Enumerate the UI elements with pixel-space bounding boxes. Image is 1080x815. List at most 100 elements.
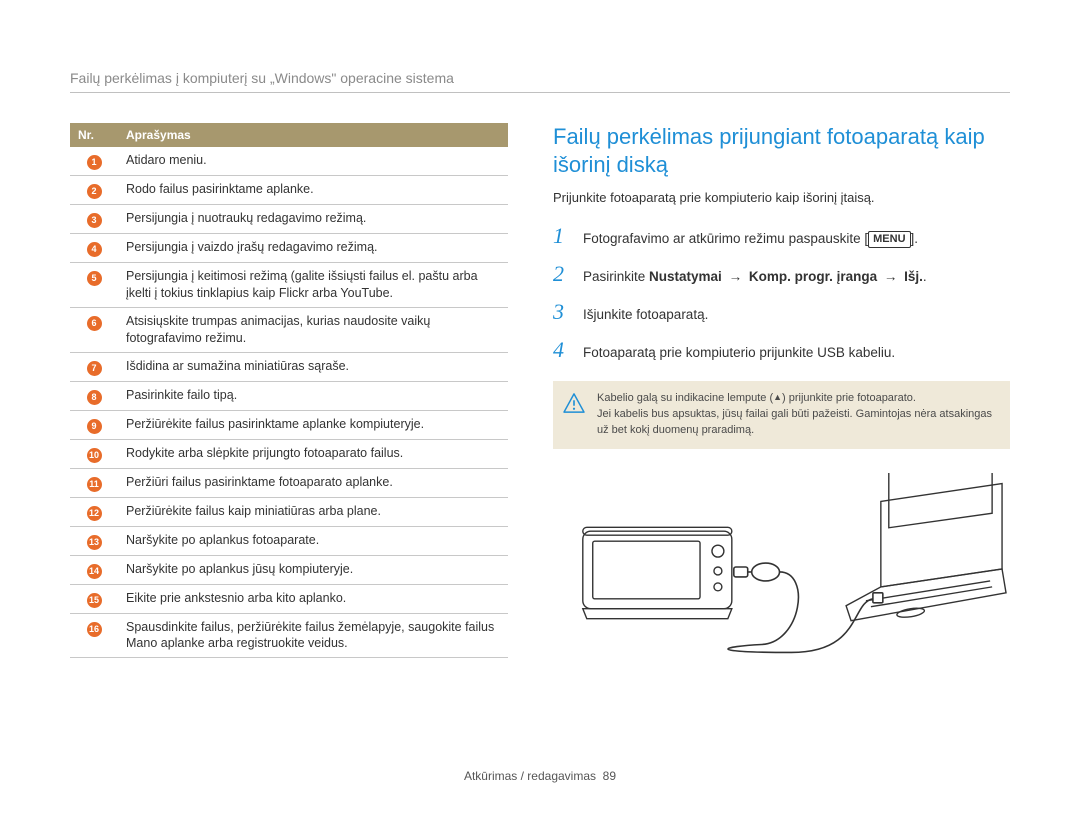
row-number-cell: 11 [70,468,118,497]
left-column: Nr. Aprašymas 1 Atidaro meniu. 2 Rodo failu… [70,123,508,668]
warning-line2: Jei kabelis bus apsuktas, jūsų failai ga… [597,407,998,439]
row-number-cell: 13 [70,526,118,555]
row-number-cell: 12 [70,497,118,526]
table-row: 7 Išdidina ar sumažina miniatiūras sąraše… [70,352,508,381]
table-row: 13 Naršykite po aplankus fotoaparate. [70,526,508,555]
number-circle-icon: 5 [87,271,102,286]
step-1: 1 Fotografavimo ar atkūrimo režimu paspa… [553,223,1010,249]
table-row: 14 Naršykite po aplankus jūsų kompiuteryj… [70,555,508,584]
page-footer: Atkūrimas / redagavimas 89 [0,769,1080,783]
number-circle-icon: 10 [87,448,102,463]
warning-box: Kabelio galą su indikacine lempute (▲) p… [553,381,1010,449]
steps-list: 1 Fotografavimo ar atkūrimo režimu paspa… [553,223,1010,363]
table-row: 4 Persijungia į vaizdo įrašų redagavimo r… [70,234,508,263]
row-desc-cell: Rodo failus pasirinktame aplanke. [118,176,508,205]
row-desc-cell: Pasirinkite failo tipą. [118,381,508,410]
row-number-cell: 6 [70,307,118,352]
table-row: 2 Rodo failus pasirinktame aplanke. [70,176,508,205]
row-desc-cell: Naršykite po aplankus jūsų kompiuteryje. [118,555,508,584]
number-circle-icon: 4 [87,242,102,257]
step-number: 1 [553,223,571,249]
breadcrumb: Failų perkėlimas į kompiuterį su „Window… [70,70,1010,93]
step-3: 3 Išjunkite fotoaparatą. [553,299,1010,325]
step2-post: . [923,269,927,284]
table-row: 5 Persijungia į keitimosi režimą (galite … [70,263,508,308]
row-number-cell: 4 [70,234,118,263]
row-desc-cell: Išdidina ar sumažina miniatiūras sąraše. [118,352,508,381]
row-desc-cell: Persijungia į keitimosi režimą (galite i… [118,263,508,308]
step-number: 4 [553,337,571,363]
row-desc-cell: Atsisiųskite trumpas animacijas, kurias … [118,307,508,352]
table-row: 16 Spausdinkite failus, peržiūrėkite fail… [70,613,508,658]
row-number-cell: 1 [70,147,118,176]
step2-pre: Pasirinkite [583,269,649,284]
step1-pre: Fotografavimo ar atkūrimo režimu paspaus… [583,231,868,246]
table-row: 8 Pasirinkite failo tipą. [70,381,508,410]
number-circle-icon: 14 [87,564,102,579]
th-desc: Aprašymas [118,123,508,147]
th-nr: Nr. [70,123,118,147]
number-circle-icon: 7 [87,361,102,376]
arrow-icon: → [725,269,746,284]
row-desc-cell: Atidaro meniu. [118,147,508,176]
number-circle-icon: 1 [87,155,102,170]
step-number: 2 [553,261,571,287]
row-desc-cell: Persijungia į nuotraukų redagavimo režim… [118,205,508,234]
table-row: 3 Persijungia į nuotraukų redagavimo reži… [70,205,508,234]
number-circle-icon: 8 [87,390,102,405]
row-number-cell: 2 [70,176,118,205]
row-desc-cell: Peržiūri failus pasirinktame fotoaparato… [118,468,508,497]
step-text: Išjunkite fotoaparatą. [583,306,708,325]
step2-b2: Komp. progr. įranga [749,269,877,284]
table-row: 11 Peržiūri failus pasirinktame fotoapara… [70,468,508,497]
table-row: 6Atsisiųskite trumpas animacijas, kurias… [70,307,508,352]
table-row: 10Rodykite arba slėpkite prijungto fotoa… [70,439,508,468]
number-circle-icon: 11 [87,477,102,492]
number-circle-icon: 12 [87,506,102,521]
row-desc-cell: Peržiūrėkite failus pasirinktame aplanke… [118,410,508,439]
number-circle-icon: 13 [87,535,102,550]
warning-icon [563,393,585,413]
step2-b1: Nustatymai [649,269,722,284]
row-number-cell: 3 [70,205,118,234]
row-desc-cell: Spausdinkite failus, peržiūrėkite failus… [118,613,508,658]
triangle-icon: ▲ [773,392,782,402]
row-desc-cell: Peržiūrėkite failus kaip miniatiūras arb… [118,497,508,526]
table-row: 9 Peržiūrėkite failus pasirinktame aplank… [70,410,508,439]
footer-page: 89 [603,769,616,783]
row-number-cell: 5 [70,263,118,308]
step-text: Fotoaparatą prie kompiuterio prijunkite … [583,344,895,363]
row-number-cell: 16 [70,613,118,658]
table-row: 1 Atidaro meniu. [70,147,508,176]
row-number-cell: 10 [70,439,118,468]
warn-l1-post: ) prijunkite prie fotoaparato. [782,392,916,404]
footer-label: Atkūrimas / redagavimas [464,769,596,783]
number-circle-icon: 16 [87,622,102,637]
step-4: 4 Fotoaparatą prie kompiuterio prijunkit… [553,337,1010,363]
content-columns: Nr. Aprašymas 1 Atidaro meniu. 2 Rodo failu… [70,123,1010,668]
menu-button-label: MENU [868,231,910,248]
row-desc-cell: Naršykite po aplankus fotoaparate. [118,526,508,555]
row-desc-cell: Persijungia į vaizdo įrašų redagavimo re… [118,234,508,263]
step2-b3: Išj. [904,269,923,284]
camera-laptop-illustration [553,473,1010,663]
right-column: Failų perkėlimas prijungiant fotoaparatą… [553,123,1010,668]
warn-l1-pre: Kabelio galą su indikacine lempute ( [597,392,773,404]
table-row: 15 Eikite prie ankstesnio arba kito aplan… [70,584,508,613]
step-text: Pasirinkite Nustatymai → Komp. progr. įr… [583,268,927,287]
row-number-cell: 8 [70,381,118,410]
step-2: 2 Pasirinkite Nustatymai → Komp. progr. … [553,261,1010,287]
number-circle-icon: 9 [87,419,102,434]
intro-text: Prijunkite fotoaparatą prie kompiuterio … [553,190,1010,205]
row-number-cell: 14 [70,555,118,584]
row-number-cell: 15 [70,584,118,613]
section-title: Failų perkėlimas prijungiant fotoaparatą… [553,123,1010,178]
arrow-icon: → [880,269,901,284]
description-table: Nr. Aprašymas 1 Atidaro meniu. 2 Rodo failu… [70,123,508,658]
row-desc-cell: Eikite prie ankstesnio arba kito aplanko… [118,584,508,613]
number-circle-icon: 3 [87,213,102,228]
number-circle-icon: 15 [87,593,102,608]
row-number-cell: 7 [70,352,118,381]
number-circle-icon: 2 [87,184,102,199]
table-row: 12 Peržiūrėkite failus kaip miniatiūras a… [70,497,508,526]
